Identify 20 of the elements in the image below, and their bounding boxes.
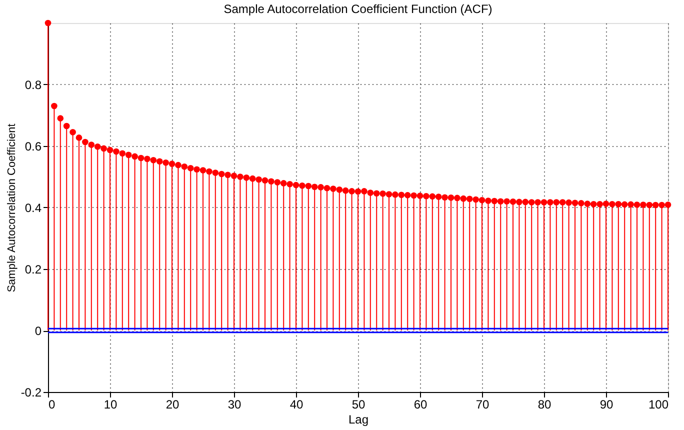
x-tick-label: 100 xyxy=(648,398,669,412)
x-tick-label: 90 xyxy=(600,398,614,412)
x-tick-label: 10 xyxy=(104,398,118,412)
y-tick-label: 0.2 xyxy=(24,262,42,276)
y-tick-label: -0.2 xyxy=(20,386,42,400)
y-tick-label: 0.8 xyxy=(24,78,42,92)
x-tick-label: 0 xyxy=(48,398,56,412)
x-tick-label: 50 xyxy=(352,398,366,412)
y-axis-title: Sample Autocorrelation Coefficient xyxy=(6,124,18,292)
y-tick-label: 0.6 xyxy=(24,140,42,154)
x-axis-title: Lag xyxy=(348,412,369,426)
x-tick-label: 70 xyxy=(476,398,490,412)
x-tick-label: 20 xyxy=(166,398,180,412)
y-tick-label: 0 xyxy=(34,324,42,338)
x-tick-label: 60 xyxy=(414,398,428,412)
y-tick-label: 0.4 xyxy=(24,201,42,215)
x-tick-label: 40 xyxy=(290,398,304,412)
x-tick-label: 80 xyxy=(538,398,552,412)
chart-title: Sample Autocorrelation Coefficient Function (ACF) xyxy=(224,2,492,16)
x-tick-label: 30 xyxy=(228,398,242,412)
